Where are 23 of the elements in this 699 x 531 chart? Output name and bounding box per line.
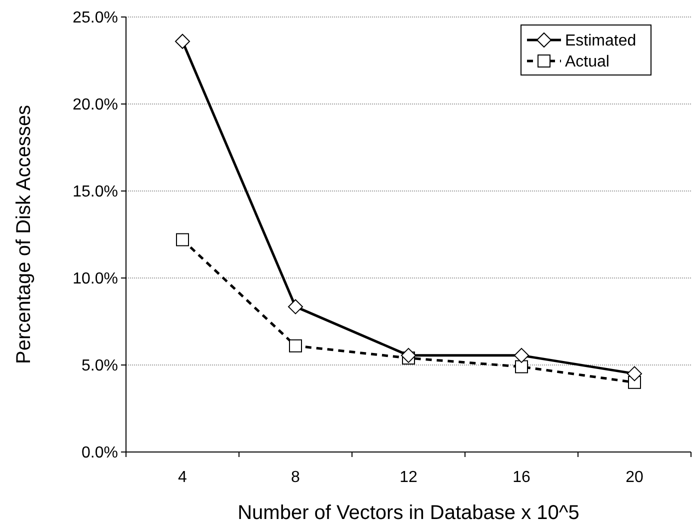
point (175, 34, 190, 49)
x-tick-label: 4 (178, 469, 188, 486)
point (176, 233, 189, 246)
point (514, 348, 529, 363)
legend-label: Estimated (565, 32, 636, 50)
y-tick-label: 15.0% (72, 184, 118, 201)
x-tick-label: 12 (400, 469, 418, 486)
y-tick-label: 10.0% (72, 270, 118, 288)
y-axis-title: Percentage of Disk Accesses (13, 104, 35, 364)
point (627, 366, 642, 382)
point (515, 360, 528, 374)
x-tick-label: 16 (512, 469, 530, 486)
y-tick-label: 25.0% (72, 10, 118, 27)
point (288, 299, 303, 314)
y-tick-label: 5.0% (82, 358, 118, 375)
point (401, 348, 416, 363)
x-tick-label: 20 (626, 469, 644, 486)
y-tick-label: 0.0% (82, 444, 118, 462)
point (289, 339, 302, 352)
legend-label: Actual (565, 54, 610, 71)
x-tick-label: 8 (291, 469, 300, 486)
y-tick-label: 20.0% (72, 96, 118, 114)
x-axis-title: Number of Vectors in Database x 10^5 (238, 502, 580, 524)
